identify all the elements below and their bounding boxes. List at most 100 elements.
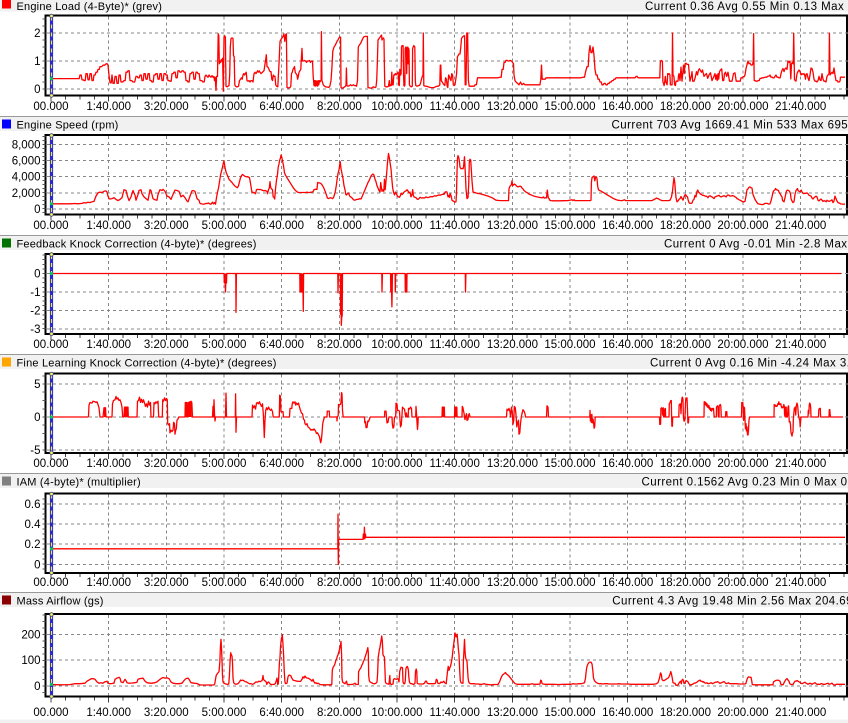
- svg-text:0.4: 0.4: [25, 519, 42, 531]
- svg-text:3:20.000: 3:20.000: [144, 220, 189, 232]
- svg-text:Current 0.36 Avg 0.55 Min 0.13: Current 0.36 Avg 0.55 Min 0.13 Max 2.05: [645, 1, 848, 13]
- svg-text:21:40.000: 21:40.000: [775, 577, 826, 589]
- svg-text:10:00.000: 10:00.000: [371, 458, 422, 470]
- svg-text:10:00.000: 10:00.000: [371, 707, 422, 719]
- svg-text:00.000: 00.000: [33, 339, 68, 351]
- svg-text:8:20.000: 8:20.000: [317, 458, 362, 470]
- svg-text:20:00.000: 20:00.000: [717, 220, 768, 232]
- svg-text:Engine Load (4-Byte)* (grev): Engine Load (4-Byte)* (grev): [17, 1, 163, 13]
- svg-text:5:00.000: 5:00.000: [202, 339, 247, 351]
- svg-text:00.000: 00.000: [33, 220, 68, 232]
- svg-text:0: 0: [34, 204, 40, 216]
- svg-text:Current 0 Avg -0.01 Min -2.8 M: Current 0 Avg -0.01 Min -2.8 Max 0: [664, 239, 848, 251]
- svg-text:3:20.000: 3:20.000: [144, 577, 189, 589]
- svg-text:0.2: 0.2: [25, 539, 41, 551]
- svg-text:15:00.000: 15:00.000: [544, 577, 595, 589]
- svg-text:16:40.000: 16:40.000: [602, 220, 653, 232]
- svg-text:0: 0: [34, 84, 40, 96]
- svg-text:10:00.000: 10:00.000: [371, 220, 422, 232]
- svg-text:21:40.000: 21:40.000: [775, 339, 826, 351]
- svg-text:1:40.000: 1:40.000: [86, 458, 131, 470]
- svg-text:6:40.000: 6:40.000: [259, 339, 304, 351]
- svg-text:13:20.000: 13:20.000: [487, 101, 538, 113]
- svg-text:10:00.000: 10:00.000: [371, 339, 422, 351]
- svg-text:15:00.000: 15:00.000: [544, 101, 595, 113]
- svg-text:Fine Learning Knock Correction: Fine Learning Knock Correction (4-byte)*…: [17, 358, 277, 370]
- svg-text:0: 0: [34, 269, 40, 281]
- svg-text:-2: -2: [30, 306, 40, 318]
- svg-text:Feedback Knock Correction (4-b: Feedback Knock Correction (4-byte)* (deg…: [17, 239, 257, 251]
- svg-text:-3: -3: [30, 324, 40, 336]
- svg-text:13:20.000: 13:20.000: [487, 339, 538, 351]
- svg-text:15:00.000: 15:00.000: [544, 220, 595, 232]
- svg-text:20:00.000: 20:00.000: [717, 101, 768, 113]
- svg-text:8:20.000: 8:20.000: [317, 707, 362, 719]
- svg-text:10:00.000: 10:00.000: [371, 101, 422, 113]
- svg-text:IAM (4-byte)* (multiplier): IAM (4-byte)* (multiplier): [17, 477, 141, 489]
- svg-text:00.000: 00.000: [33, 577, 68, 589]
- svg-text:6:40.000: 6:40.000: [259, 577, 304, 589]
- svg-text:13:20.000: 13:20.000: [487, 220, 538, 232]
- svg-text:-5: -5: [30, 445, 40, 457]
- svg-text:200: 200: [21, 630, 40, 642]
- svg-text:11:40.000: 11:40.000: [430, 458, 480, 470]
- svg-text:11:40.000: 11:40.000: [430, 339, 480, 351]
- svg-text:18:20.000: 18:20.000: [660, 707, 711, 719]
- svg-text:16:40.000: 16:40.000: [602, 101, 653, 113]
- svg-text:0: 0: [34, 412, 40, 424]
- svg-text:2,000: 2,000: [12, 188, 41, 200]
- svg-text:00.000: 00.000: [33, 458, 68, 470]
- svg-text:1:40.000: 1:40.000: [86, 339, 131, 351]
- svg-text:11:40.000: 11:40.000: [430, 220, 480, 232]
- svg-text:-1: -1: [30, 287, 40, 299]
- svg-text:5:00.000: 5:00.000: [202, 458, 247, 470]
- svg-text:Current 4.3 Avg 19.48 Min 2.56: Current 4.3 Avg 19.48 Min 2.56 Max 204.6…: [612, 596, 848, 608]
- svg-text:5:00.000: 5:00.000: [202, 101, 247, 113]
- svg-text:18:20.000: 18:20.000: [660, 220, 711, 232]
- svg-text:5:00.000: 5:00.000: [202, 577, 247, 589]
- svg-text:4,000: 4,000: [12, 172, 41, 184]
- svg-text:15:00.000: 15:00.000: [544, 458, 595, 470]
- svg-text:8,000: 8,000: [12, 140, 41, 152]
- svg-text:16:40.000: 16:40.000: [602, 339, 653, 351]
- svg-text:3:20.000: 3:20.000: [144, 707, 189, 719]
- svg-text:1:40.000: 1:40.000: [86, 101, 131, 113]
- svg-text:20:00.000: 20:00.000: [717, 707, 768, 719]
- svg-text:3:20.000: 3:20.000: [144, 339, 189, 351]
- svg-text:6:40.000: 6:40.000: [259, 458, 304, 470]
- svg-text:16:40.000: 16:40.000: [602, 577, 653, 589]
- svg-text:3:20.000: 3:20.000: [144, 458, 189, 470]
- svg-text:0: 0: [34, 681, 40, 693]
- svg-text:15:00.000: 15:00.000: [544, 339, 595, 351]
- svg-text:15:00.000: 15:00.000: [544, 707, 595, 719]
- svg-text:8:20.000: 8:20.000: [317, 220, 362, 232]
- svg-text:13:20.000: 13:20.000: [487, 458, 538, 470]
- svg-text:6:40.000: 6:40.000: [259, 707, 304, 719]
- svg-text:00.000: 00.000: [33, 707, 68, 719]
- svg-text:18:20.000: 18:20.000: [660, 339, 711, 351]
- svg-text:Current 0 Avg 0.16 Min -4.24 M: Current 0 Avg 0.16 Min -4.24 Max 3.52: [650, 358, 848, 370]
- svg-text:8:20.000: 8:20.000: [317, 577, 362, 589]
- svg-text:8:20.000: 8:20.000: [317, 101, 362, 113]
- svg-text:21:40.000: 21:40.000: [775, 220, 826, 232]
- svg-text:21:40.000: 21:40.000: [775, 101, 826, 113]
- svg-text:100: 100: [21, 655, 40, 667]
- svg-text:20:00.000: 20:00.000: [717, 458, 768, 470]
- svg-text:1:40.000: 1:40.000: [86, 577, 131, 589]
- svg-text:Engine Speed (rpm): Engine Speed (rpm): [17, 120, 119, 132]
- svg-text:2: 2: [34, 28, 40, 40]
- svg-text:13:20.000: 13:20.000: [487, 577, 538, 589]
- svg-text:21:40.000: 21:40.000: [775, 707, 826, 719]
- svg-text:11:40.000: 11:40.000: [430, 101, 480, 113]
- svg-text:11:40.000: 11:40.000: [430, 577, 480, 589]
- svg-text:6,000: 6,000: [12, 156, 41, 168]
- svg-text:16:40.000: 16:40.000: [602, 707, 653, 719]
- svg-text:21:40.000: 21:40.000: [775, 458, 826, 470]
- svg-text:20:00.000: 20:00.000: [717, 339, 768, 351]
- svg-text:1: 1: [34, 56, 40, 68]
- svg-text:0: 0: [34, 560, 40, 572]
- svg-text:Current 703 Avg 1669.41 Min 53: Current 703 Avg 1669.41 Min 533 Max 6952: [612, 120, 848, 132]
- svg-text:8:20.000: 8:20.000: [317, 339, 362, 351]
- svg-text:0.6: 0.6: [25, 499, 41, 511]
- svg-text:18:20.000: 18:20.000: [660, 458, 711, 470]
